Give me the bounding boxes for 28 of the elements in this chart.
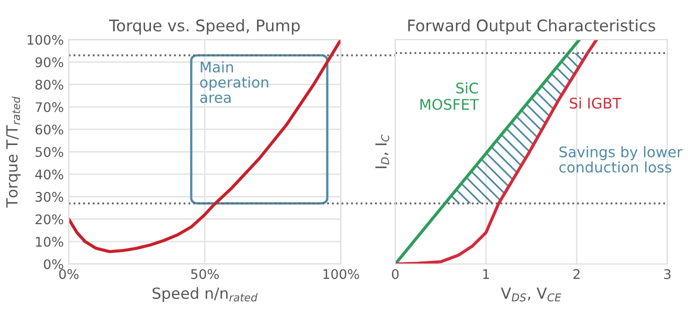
y-tick-label: 30% <box>36 192 64 202</box>
chart-title: Forward Output Characteristics <box>408 19 656 35</box>
series-label: Si IGBT <box>570 97 622 109</box>
x-tick-label: 1 <box>483 269 489 279</box>
x-tick-label: 3 <box>664 269 670 280</box>
y-tick-label: 20% <box>36 214 64 224</box>
y-tick-label: 0% <box>44 259 64 270</box>
annotation: Main operation area <box>200 61 268 103</box>
y-tick-label: 100% <box>28 34 64 45</box>
y-tick-label: 70% <box>36 102 64 112</box>
x-axis-title: Speed n/n$_{rated}$ <box>152 287 258 302</box>
y-tick-label: 90% <box>35 57 64 68</box>
chart-title: Torque vs. Speed, Pump <box>108 19 300 35</box>
x-tick-label: 0 <box>392 269 399 280</box>
x-axis-title: V$_{DS}$, V$_{CE}$ <box>500 288 562 302</box>
annotation: Savings by lower conduction loss <box>559 146 683 173</box>
y-axis-title: Torque T/T$_{rated}$ <box>6 96 21 208</box>
text: SiC MOSFET <box>420 82 479 110</box>
x-tick-label: 2 <box>573 269 580 279</box>
x-tick-label: 100% <box>323 269 360 280</box>
y-axis-title: I$_{D}$, I$_{C}$ <box>375 134 390 168</box>
y-tick-label: 40% <box>35 169 64 180</box>
x-tick-label: 50% <box>191 269 219 280</box>
x-tick-label: 0% <box>59 269 79 280</box>
y-tick-label: 80% <box>36 80 64 90</box>
y-tick-label: 10% <box>36 236 64 247</box>
y-tick-label: 60% <box>36 124 64 135</box>
y-tick-label: 50% <box>36 147 64 157</box>
